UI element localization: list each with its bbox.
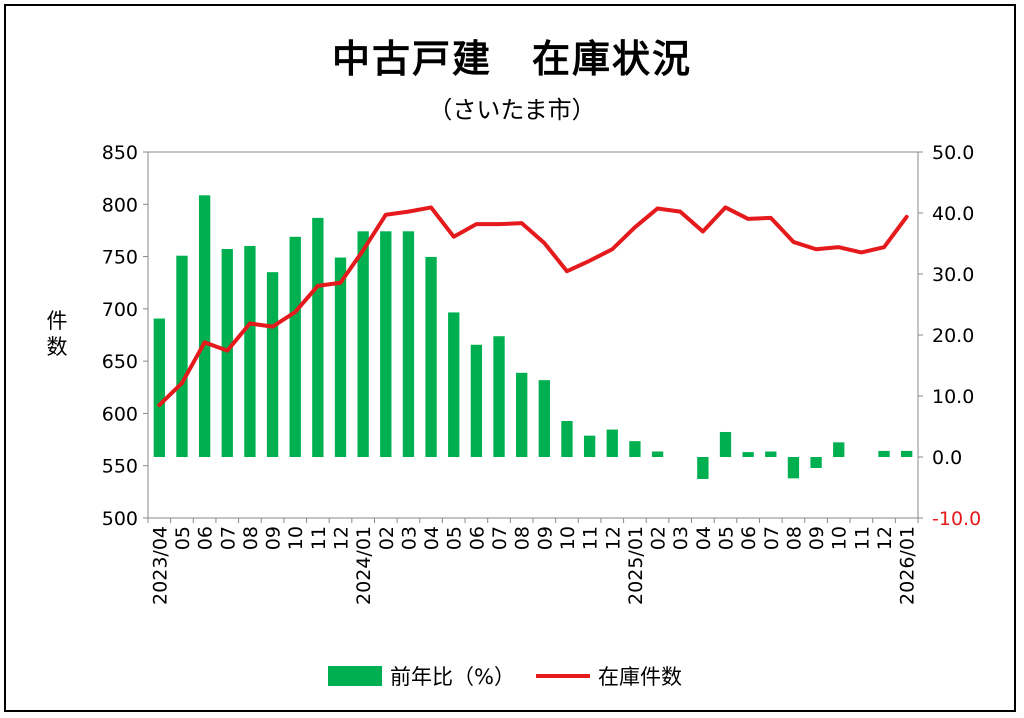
legend-label-line: 在庫件数	[598, 665, 682, 689]
bar	[765, 451, 777, 457]
bar	[606, 429, 618, 457]
bar	[583, 435, 596, 457]
left-tick-label: 650	[102, 351, 138, 373]
legend-label-bars: 前年比（%）	[390, 665, 515, 689]
bar	[878, 450, 890, 457]
x-tick-label: 05	[716, 526, 738, 550]
bar	[357, 231, 369, 457]
right-tick-label: 40.0	[932, 203, 974, 225]
x-tick-label: 04	[693, 526, 715, 550]
bar	[244, 245, 256, 457]
bar	[516, 372, 528, 457]
x-tick-label: 08	[512, 526, 534, 550]
left-tick-label: 600	[102, 403, 138, 425]
x-tick-label: 12	[874, 526, 896, 550]
x-tick-label: 08	[240, 526, 262, 550]
x-tick-label: 2023/04	[149, 526, 171, 605]
x-tick-label: 10	[829, 526, 851, 550]
left-axis-label: 件数	[46, 309, 68, 359]
x-tick-label: 02	[376, 526, 398, 550]
bar	[719, 431, 732, 457]
bar	[289, 236, 301, 457]
right-tick-label: 50.0	[932, 142, 974, 164]
bar	[402, 231, 415, 457]
x-tick-label: 06	[195, 526, 217, 550]
legend-item-line: 在庫件数	[536, 660, 682, 692]
bar	[334, 257, 347, 457]
bar	[153, 318, 165, 457]
bar	[176, 255, 188, 457]
bar	[312, 217, 324, 457]
inventory-line	[157, 205, 909, 408]
bar	[380, 231, 392, 457]
x-tick-label: 02	[648, 526, 670, 550]
chart-subtitle: （さいたま市）	[428, 96, 596, 124]
x-tick-label: 11	[580, 526, 602, 550]
x-tick-label: 11	[308, 526, 330, 550]
bar	[697, 457, 709, 479]
x-tick-label: 03	[398, 526, 420, 550]
x-tick-label: 05	[444, 526, 466, 550]
bar	[787, 457, 800, 479]
x-tick-label: 09	[263, 526, 285, 550]
bar	[470, 344, 483, 457]
left-tick-label: 500	[102, 508, 138, 530]
x-tick-label: 07	[217, 526, 239, 550]
x-tick-label: 2026/01	[897, 526, 919, 605]
bar	[742, 452, 754, 457]
x-tick-label: 06	[466, 526, 488, 550]
left-tick-label: 750	[102, 247, 138, 269]
bar	[493, 336, 505, 457]
right-tick-label: 0.0	[932, 447, 962, 469]
bar	[561, 421, 573, 457]
x-tick-label: 08	[783, 526, 805, 550]
x-tick-label: 09	[806, 526, 828, 550]
x-tick-label: 12	[331, 526, 353, 550]
chart-frame	[4, 4, 1016, 712]
x-tick-label: 05	[172, 526, 194, 550]
bar	[198, 195, 211, 457]
right-tick-label: -10.0	[932, 508, 981, 530]
bar	[425, 256, 437, 457]
left-tick-label: 800	[102, 194, 138, 216]
bar	[221, 248, 233, 457]
x-tick-label: 04	[421, 526, 443, 550]
chart-title: 中古戸建 在庫状況	[331, 37, 692, 81]
right-tick-label: 10.0	[932, 386, 974, 408]
bar	[448, 312, 460, 457]
bar	[651, 451, 664, 457]
x-tick-label: 10	[285, 526, 307, 550]
x-tick-label: 03	[670, 526, 692, 550]
left-tick-label: 850	[102, 142, 138, 164]
right-tick-label: 20.0	[932, 325, 974, 347]
right-tick-label: 30.0	[932, 264, 974, 286]
bar	[810, 457, 822, 468]
legend-line-swatch	[536, 674, 590, 678]
bar	[901, 450, 913, 457]
x-tick-label: 12	[602, 526, 624, 550]
bar	[833, 442, 845, 457]
x-tick-label: 07	[761, 526, 783, 550]
bar	[629, 441, 641, 457]
x-tick-label: 07	[489, 526, 511, 550]
left-tick-label: 550	[102, 456, 138, 478]
x-tick-label: 09	[534, 526, 556, 550]
legend-item-bars: 前年比（%）	[328, 660, 515, 692]
x-tick-label: 06	[738, 526, 760, 550]
left-tick-label: 700	[102, 299, 138, 321]
plot-area	[147, 151, 919, 519]
x-tick-label: 2024/01	[353, 526, 375, 605]
bar	[538, 380, 550, 457]
x-tick-label: 10	[557, 526, 579, 550]
legend: 前年比（%） 在庫件数	[0, 660, 1024, 692]
legend-bar-swatch	[328, 666, 382, 686]
x-tick-label: 2025/01	[625, 526, 647, 605]
x-tick-label: 11	[851, 526, 873, 550]
bar	[266, 272, 279, 457]
